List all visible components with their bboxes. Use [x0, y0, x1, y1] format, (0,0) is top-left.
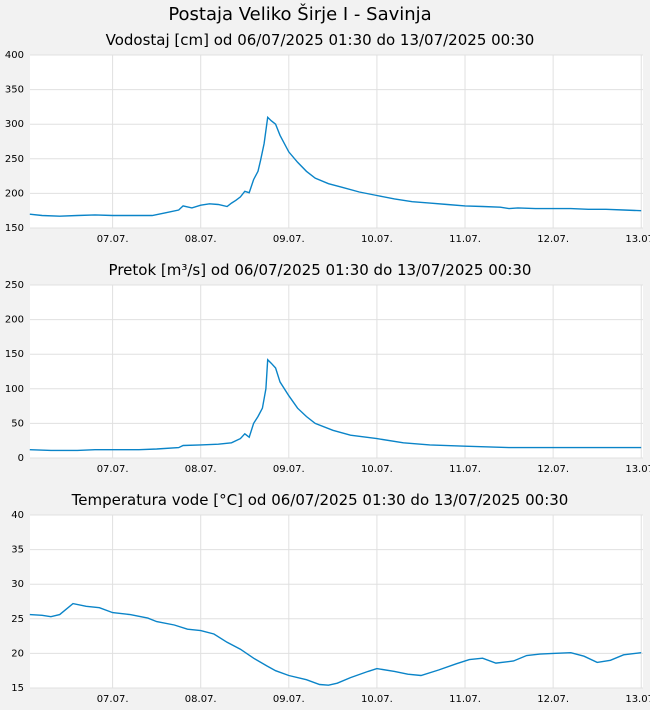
x-tick-label: 13.07. [625, 464, 650, 475]
y-tick-label: 250 [5, 280, 24, 291]
series-line [29, 358, 642, 452]
y-tick-label: 20 [11, 648, 24, 659]
y-tick-label: 150 [5, 223, 24, 234]
y-tick-label: 30 [11, 579, 24, 590]
y-tick-label: 35 [11, 545, 24, 556]
x-tick-label: 07.07. [97, 694, 129, 705]
chart-title: Vodostaj [cm] od 06/07/2025 01:30 do 13/… [106, 31, 535, 49]
x-tick-label: 09.07. [273, 694, 305, 705]
y-tick-label: 400 [5, 50, 24, 61]
x-tick-label: 13.07. [625, 694, 650, 705]
y-tick-label: 250 [5, 154, 24, 165]
y-tick-label: 200 [5, 315, 24, 326]
chart-title: Temperatura vode [°C] od 06/07/2025 01:3… [71, 491, 569, 509]
x-tick-label: 12.07. [537, 234, 569, 245]
y-tick-label: 100 [5, 384, 24, 395]
x-tick-label: 09.07. [273, 464, 305, 475]
x-tick-label: 11.07. [449, 234, 481, 245]
y-tick-label: 0 [18, 453, 24, 464]
x-tick-label: 08.07. [185, 234, 217, 245]
x-tick-label: 11.07. [449, 694, 481, 705]
series-line [29, 115, 642, 217]
y-tick-label: 350 [5, 85, 24, 96]
x-tick-label: 12.07. [537, 694, 569, 705]
plot-area [30, 515, 643, 688]
x-tick-label: 11.07. [449, 464, 481, 475]
plot-area [30, 55, 643, 228]
discharge-chart: Pretok [m³/s] od 06/07/2025 01:30 do 13/… [5, 261, 650, 475]
chart-title: Pretok [m³/s] od 06/07/2025 01:30 do 13/… [109, 261, 532, 279]
x-tick-label: 09.07. [273, 234, 305, 245]
x-tick-label: 08.07. [185, 464, 217, 475]
x-tick-label: 13.07. [625, 234, 650, 245]
y-tick-label: 50 [11, 418, 24, 429]
y-tick-label: 300 [5, 119, 24, 130]
page-title: Postaja Veliko Širje I - Savinja [168, 3, 431, 25]
x-tick-label: 07.07. [97, 464, 129, 475]
y-tick-label: 25 [11, 614, 24, 625]
water-temperature-chart: Temperatura vode [°C] od 06/07/2025 01:3… [11, 491, 650, 705]
x-tick-label: 10.07. [361, 464, 393, 475]
x-tick-label: 08.07. [185, 694, 217, 705]
x-tick-label: 10.07. [361, 234, 393, 245]
x-tick-label: 10.07. [361, 694, 393, 705]
y-tick-label: 200 [5, 188, 24, 199]
x-tick-label: 07.07. [97, 234, 129, 245]
x-tick-label: 12.07. [537, 464, 569, 475]
water-level-chart: Vodostaj [cm] od 06/07/2025 01:30 do 13/… [5, 31, 650, 245]
plot-area [30, 285, 643, 458]
y-tick-label: 150 [5, 349, 24, 360]
series-line [29, 602, 642, 686]
y-tick-label: 40 [11, 510, 24, 521]
y-tick-label: 15 [11, 683, 24, 694]
